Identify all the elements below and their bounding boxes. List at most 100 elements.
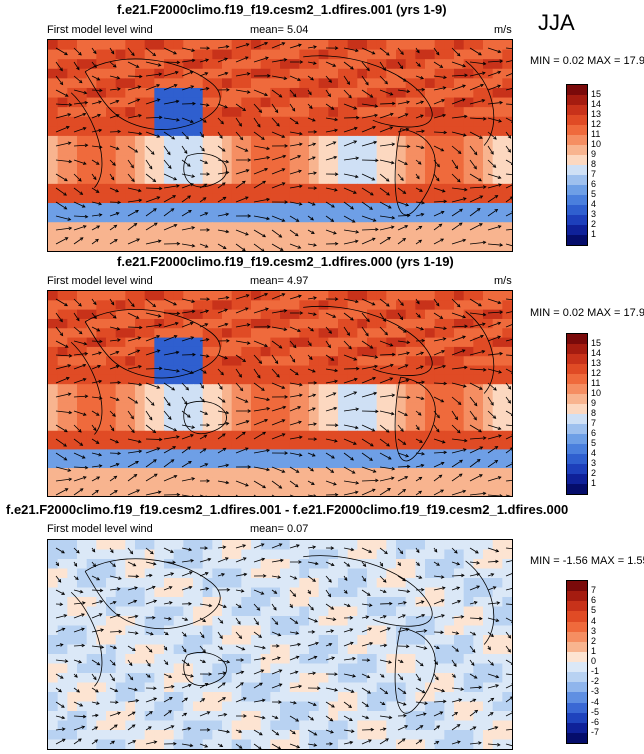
field-cell — [48, 458, 59, 469]
wind-arrow-head — [311, 481, 315, 485]
field-cell — [251, 68, 262, 79]
field-cell — [357, 291, 368, 301]
field-cell — [357, 578, 368, 589]
field-cell — [386, 549, 397, 560]
field-cell — [454, 78, 465, 89]
colorbar-label: 7 — [591, 418, 597, 428]
field-cell — [183, 701, 194, 712]
field-cell — [154, 97, 165, 108]
field-cell — [309, 126, 320, 137]
field-cell — [57, 97, 68, 108]
wind-arrow — [451, 473, 463, 482]
field-cell — [270, 692, 281, 703]
field-cell — [425, 365, 436, 376]
field-cell — [251, 174, 262, 185]
wind-arrow-head — [404, 412, 408, 416]
colorbar-box — [567, 414, 587, 424]
wind-arrow — [505, 382, 511, 390]
field-cell — [386, 164, 397, 175]
field-cell — [492, 155, 503, 166]
wind-arrow — [415, 130, 425, 133]
field-cell — [347, 402, 358, 413]
field-cell — [77, 654, 88, 665]
wind-arrow — [469, 84, 484, 91]
field-cell — [444, 654, 455, 665]
field-cell — [193, 193, 204, 204]
field-cell — [434, 402, 445, 413]
field-cell — [241, 616, 252, 627]
wind-arrow-head — [479, 195, 484, 199]
field-cell — [77, 212, 88, 223]
field-cell — [164, 318, 175, 329]
wind-arrow-head — [456, 178, 461, 183]
field-cell — [338, 663, 349, 674]
wind-arrow — [253, 198, 270, 203]
field-cell — [396, 654, 407, 665]
field-cell — [328, 291, 339, 301]
field-cell — [483, 300, 494, 311]
wind-arrow — [451, 459, 463, 468]
field-cell — [212, 458, 223, 469]
wind-arrow-head — [298, 393, 303, 398]
field-cell — [376, 87, 387, 99]
field-cell — [183, 328, 194, 339]
field-cell — [115, 625, 126, 636]
field-cell — [454, 458, 465, 469]
wind-arrow-head — [389, 343, 394, 347]
field-cell — [328, 318, 339, 329]
field-cell — [135, 328, 146, 339]
wind-arrow — [235, 89, 250, 93]
field-cell — [86, 203, 97, 214]
field-cell — [483, 328, 494, 339]
field-cell — [125, 486, 136, 496]
field-cell — [67, 730, 78, 741]
wind-arrow-head — [131, 178, 135, 183]
field-cell — [415, 663, 426, 674]
colorbar-label: 8 — [591, 408, 597, 418]
field-cell — [67, 241, 78, 251]
field-cell — [202, 402, 213, 413]
field-cell — [164, 231, 175, 243]
field-cell — [193, 97, 204, 108]
field-cell — [135, 97, 146, 108]
field-cell — [106, 477, 117, 488]
field-cell — [289, 635, 300, 646]
field-cell — [405, 587, 416, 598]
field-cell — [386, 486, 397, 496]
field-cell — [144, 597, 155, 608]
field-cell — [173, 730, 184, 741]
wind-arrow — [469, 145, 478, 155]
field-cell — [502, 212, 512, 223]
field-cell — [212, 346, 223, 357]
wind-arrow-head — [309, 105, 313, 110]
field-cell — [425, 145, 436, 156]
wind-arrow-head — [96, 476, 101, 480]
wind-arrow-head — [462, 335, 466, 339]
field-cell — [260, 393, 271, 404]
field-cell — [77, 644, 88, 655]
field-cell — [396, 384, 407, 395]
field-cell — [386, 720, 397, 731]
wind-arrow — [397, 128, 409, 133]
wind-arrow-head — [281, 419, 286, 423]
wind-arrow-head — [330, 106, 335, 110]
field-cell — [386, 654, 397, 665]
wind-arrow-head — [397, 562, 401, 567]
wind-arrow-head — [386, 192, 390, 196]
field-cell — [434, 477, 445, 488]
wind-arrow — [235, 396, 248, 403]
field-cell — [357, 374, 368, 385]
field-cell — [96, 203, 107, 214]
wind-arrow-head — [156, 196, 161, 200]
field-cell — [318, 393, 329, 404]
wind-arrow-head — [312, 545, 317, 549]
wind-arrow — [145, 382, 160, 389]
field-cell — [444, 449, 455, 460]
field-cell — [270, 346, 281, 357]
field-cell — [164, 440, 175, 451]
wind-arrow — [505, 396, 511, 404]
field-cell — [260, 241, 271, 251]
field-cell — [444, 486, 455, 496]
field-cell — [135, 458, 146, 469]
field-cell — [251, 309, 262, 320]
